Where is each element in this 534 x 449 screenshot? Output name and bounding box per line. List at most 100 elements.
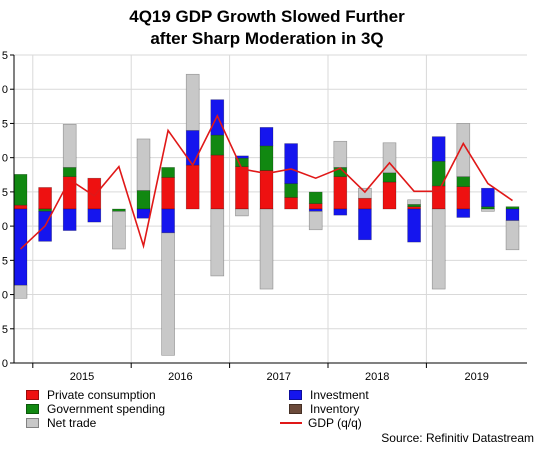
bar-investment-2017Q4 [308,208,323,212]
legend-investment: Investment [289,388,369,402]
legend-swatch-government-spending [26,404,39,414]
bar-net-trade-2016Q2 [161,232,175,356]
bar-government-spending-2017Q4 [308,191,323,204]
bar-private-consumption-2017Q3 [284,197,298,210]
bar-private-consumption-2016Q2 [161,177,175,210]
bar-private-consumption-2016Q3 [185,164,200,210]
bar-net-trade-2017Q2 [259,208,274,290]
bar-government-spending-2016Q4 [210,134,225,156]
legend-government-spending: Government spending [26,402,165,416]
bar-investment-2015Q2 [62,208,77,231]
bar-investment-2017Q2 [259,127,274,147]
bar-net-trade-2017Q4 [308,211,323,231]
legend-label-inventory: Inventory [310,402,360,416]
bar-government-spending-2017Q3 [284,183,298,198]
legend-swatch-net-trade [26,418,39,428]
y-tick-label: 0 [2,290,8,302]
x-year-label: 2018 [365,371,389,383]
bar-net-trade-2016Q3 [185,73,200,131]
bar-government-spending-2019Q2 [456,176,471,187]
x-year-label: 2015 [70,371,94,383]
legend-inventory: Inventory [289,402,359,416]
bar-government-spending-2018Q3 [382,172,397,183]
bar-investment-2018Q4 [407,208,421,243]
bar-investment-2019Q2 [456,208,471,218]
legend-gdp: GDP (q/q) [280,416,362,430]
source-note: Source: Refinitiv Datastream [381,431,534,445]
legend-swatch-investment [289,390,302,400]
bar-net-trade-2018Q4 [407,199,421,205]
legend-swatch-private-consumption [26,390,39,400]
bar-net-trade-2019Q4 [505,220,520,251]
bar-investment-2019Q3 [481,187,495,207]
legend-label-net-trade: Net trade [47,416,97,430]
bar-investment-2016Q1 [136,208,151,219]
legend-label-gdp: GDP (q/q) [308,416,362,430]
bar-investment-2016Q2 [161,208,175,234]
bar-net-trade-2019Q3 [481,208,495,212]
bar-private-consumption-2017Q1 [235,166,249,210]
bar-investment-2017Q1 [235,155,249,159]
bar-net-trade-2018Q3 [382,142,397,174]
legend-swatch-gdp [280,422,302,424]
y-tick-label: 5 [2,118,8,130]
legend-label-government-spending: Government spending [47,402,166,416]
bar-government-spending-2014Q4 [13,174,28,206]
bar-private-consumption-2018Q4 [407,206,421,210]
chart-title: 4Q19 GDP Growth Slowed Further [129,7,405,26]
bar-private-consumption-2015Q2 [62,176,77,210]
legend-net-trade: Net trade [26,416,96,430]
bar-net-trade-2018Q2 [358,187,372,199]
y-tick-label: 5 [2,324,8,336]
bar-net-trade-2017Q1 [235,208,249,217]
legend-label-investment: Investment [310,388,369,402]
x-year-label: 2016 [168,371,192,383]
y-tick-label: 0 [2,358,8,370]
bar-private-consumption-2017Q2 [259,170,274,210]
y-tick-label: 5 [2,50,8,62]
bar-government-spending-2019Q4 [505,206,520,210]
bar-net-trade-2015Q4 [112,211,126,250]
bar-investment-2019Q1 [431,136,446,162]
bar-investment-2018Q2 [358,208,372,241]
bar-private-consumption-2019Q1 [431,185,446,210]
bar-government-spending-2015Q4 [112,208,126,212]
bar-government-spending-2019Q3 [481,206,495,210]
x-year-label: 2017 [267,371,291,383]
bar-investment-2014Q4 [13,208,28,286]
x-year-label: 2019 [464,371,488,383]
bar-private-consumption-2014Q4 [13,204,28,210]
bar-private-consumption-2015Q1 [38,187,52,210]
bar-government-spending-2017Q2 [259,145,274,171]
y-tick-label: 0 [2,153,8,165]
bar-government-spending-2015Q1 [38,208,52,212]
bar-net-trade-2014Q4 [13,284,28,299]
bar-government-spending-2015Q2 [62,167,77,177]
y-tick-label: 5 [2,255,8,267]
bar-private-consumption-2016Q4 [210,154,225,210]
bar-private-consumption-2018Q2 [358,197,372,210]
bar-net-trade-2016Q1 [136,138,151,191]
bar-private-consumption-2018Q1 [333,176,348,210]
bar-net-trade-2019Q2 [456,123,471,177]
y-tick-label: 0 [2,221,8,233]
bar-investment-2019Q4 [505,208,520,221]
y-tick-label: 0 [2,84,8,96]
gdp-line [19,113,513,250]
bar-investment-2017Q3 [284,143,298,184]
bar-net-trade-2018Q1 [333,140,348,168]
legend-private-consumption: Private consumption [26,388,156,402]
bar-private-consumption-2019Q2 [456,186,471,210]
bar-government-spending-2016Q2 [161,167,175,178]
legend-label-private-consumption: Private consumption [47,388,156,402]
bar-private-consumption-2018Q3 [382,181,397,210]
bar-investment-2018Q1 [333,208,348,216]
bar-net-trade-2019Q1 [431,208,446,290]
y-tick-label: 5 [2,187,8,199]
legend-swatch-inventory [289,404,302,414]
bar-government-spending-2016Q1 [136,190,151,210]
bar-investment-2015Q3 [87,208,102,223]
bar-net-trade-2016Q4 [210,208,225,277]
chart-subtitle: after Sharp Moderation in 3Q [150,29,384,48]
